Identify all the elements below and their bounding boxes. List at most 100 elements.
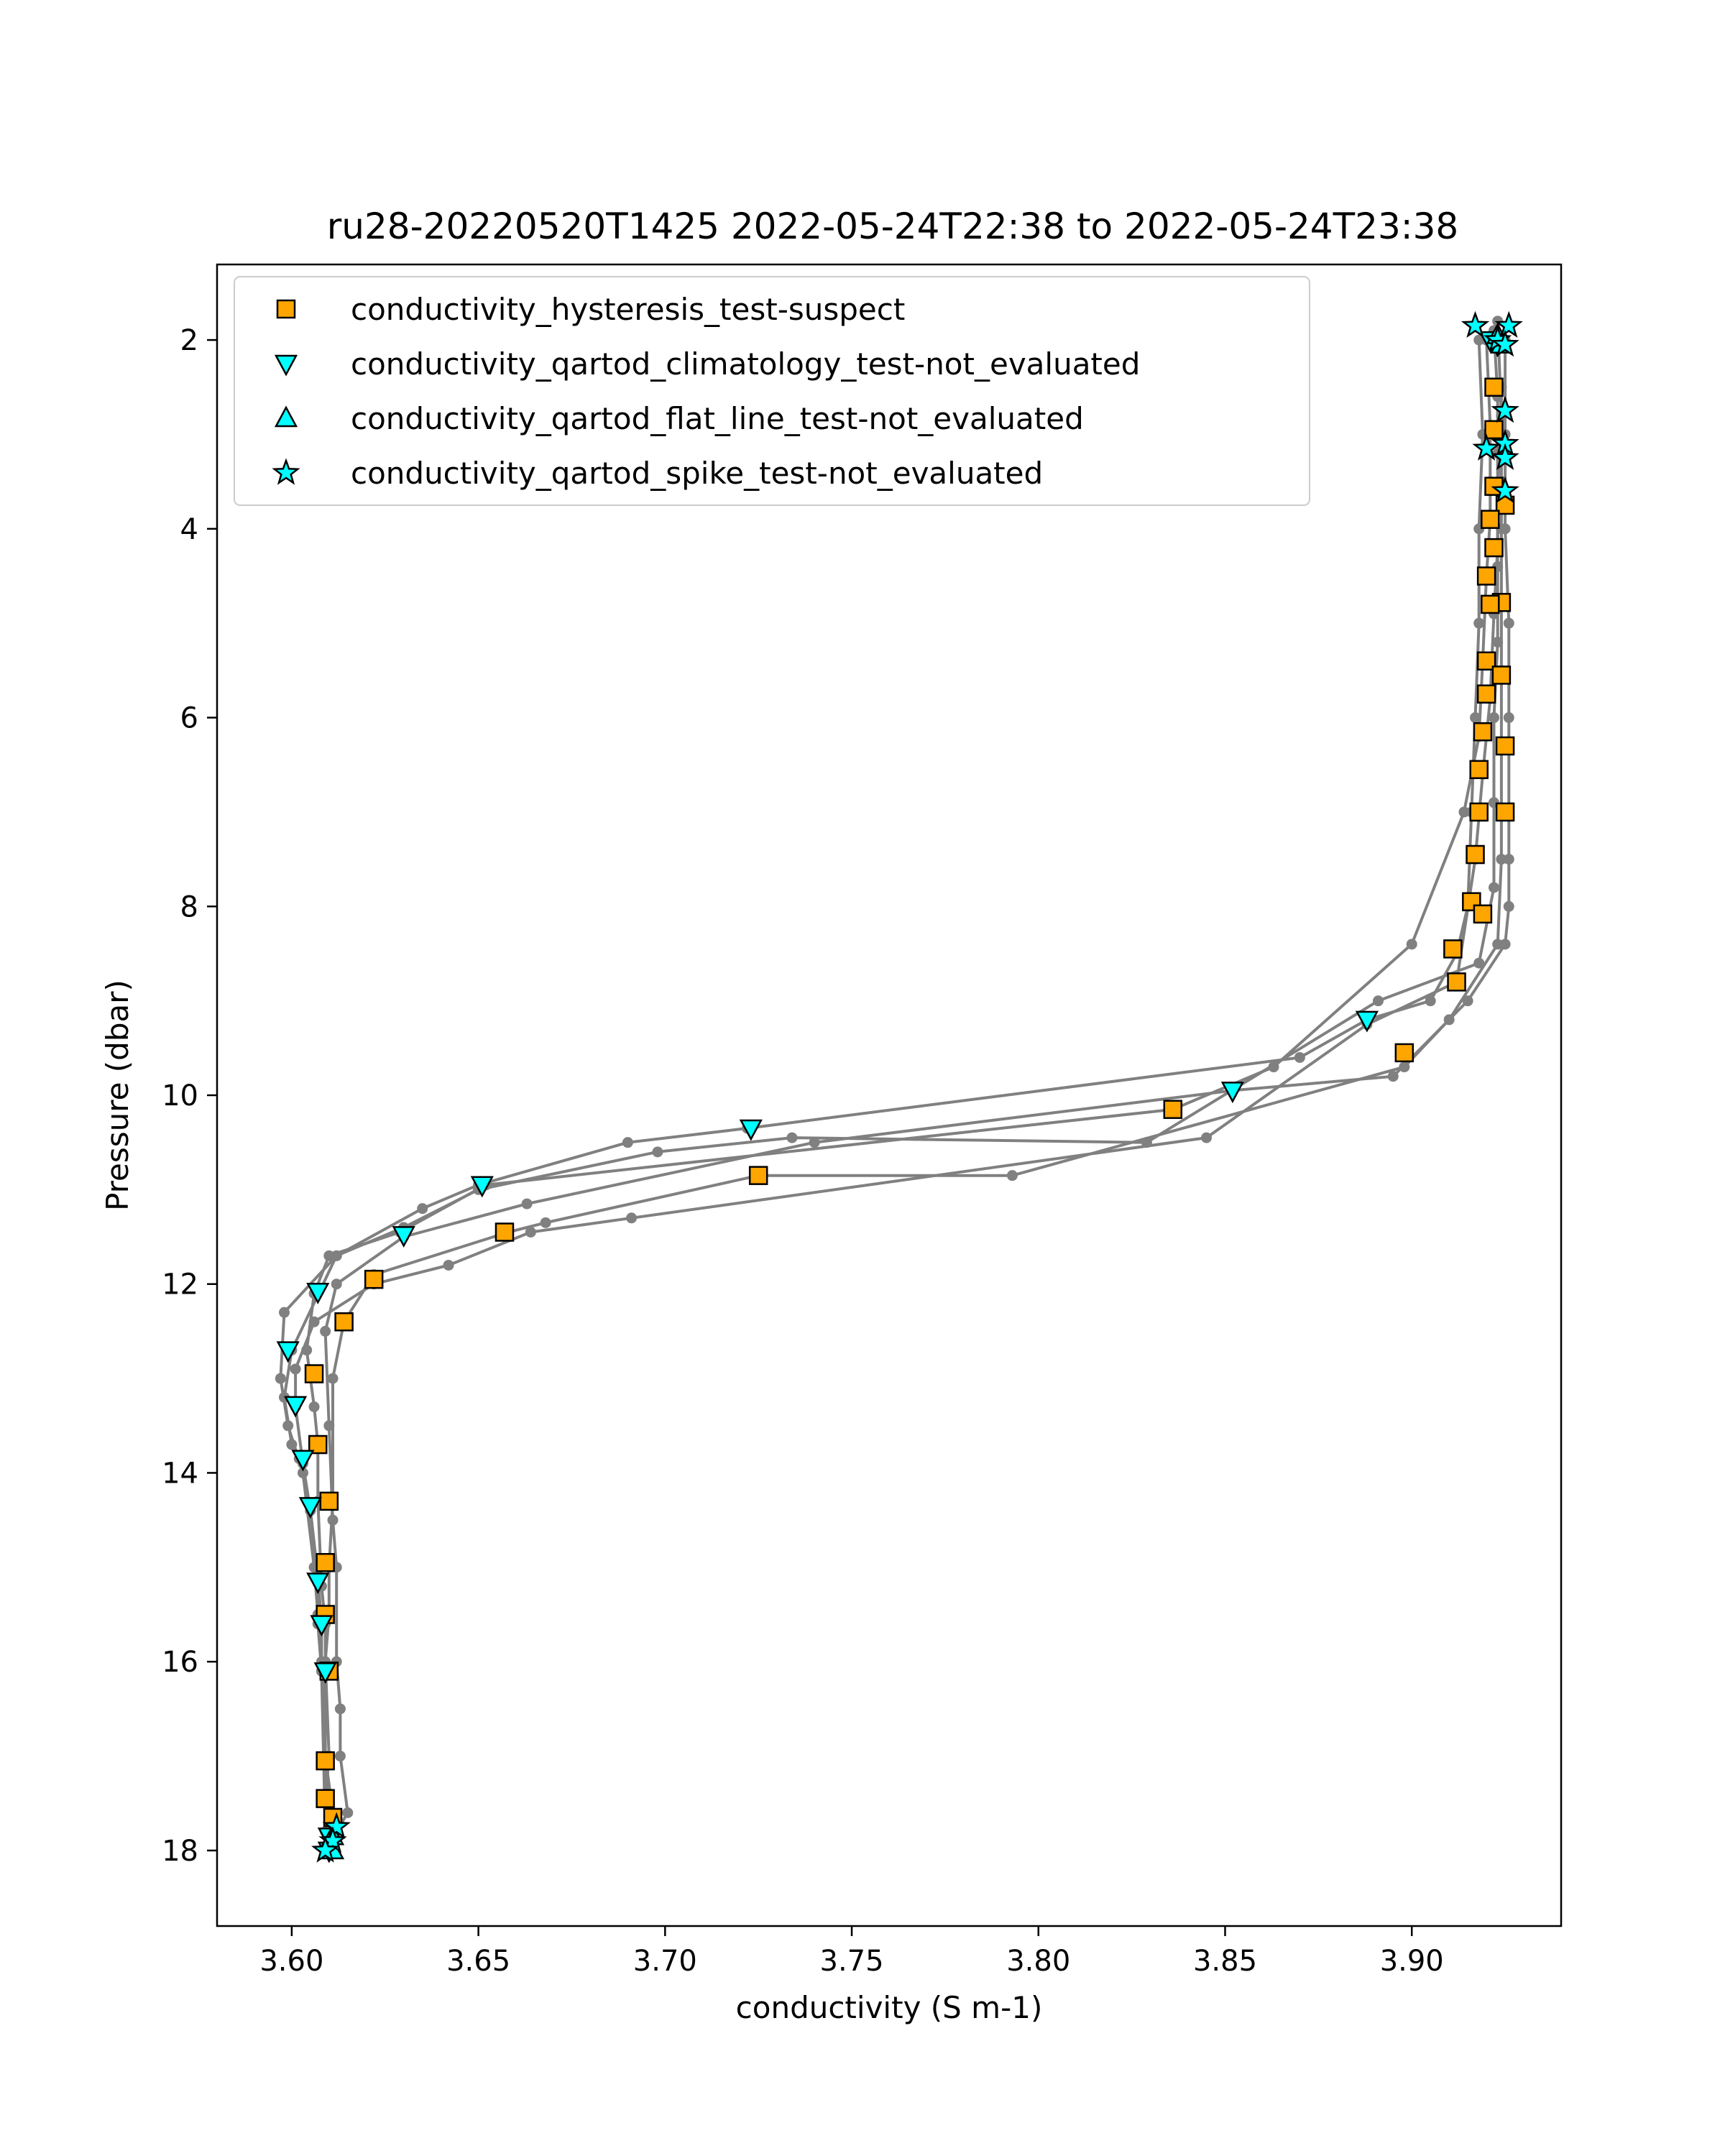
legend-marker-2 xyxy=(274,354,298,377)
series-1-marker xyxy=(1469,802,1489,822)
legend-frame xyxy=(234,276,1310,506)
series-1-marker xyxy=(1495,802,1515,822)
x-axis: 3.60 3.65 3.70 3.75 3.80 3.85 3.90 xyxy=(259,1926,1444,1978)
series-2-marker xyxy=(306,1572,330,1595)
profile-point xyxy=(1201,1132,1213,1143)
series-1-marker xyxy=(748,1166,768,1185)
profile-point xyxy=(308,1401,320,1412)
series-2-marker xyxy=(313,1662,337,1684)
profile-point xyxy=(1503,712,1514,724)
profile-point xyxy=(342,1807,354,1818)
series-4-marker xyxy=(311,1835,340,1863)
y-tick-label: 16 xyxy=(162,1646,198,1679)
series-1-marker xyxy=(316,1751,335,1771)
series-4-marker xyxy=(322,1812,351,1839)
y-axis-label: Pressure (dbar) xyxy=(100,980,135,1211)
series-2-marker xyxy=(310,1615,334,1637)
series-1-marker xyxy=(1481,594,1500,614)
series-1-marker xyxy=(316,1553,335,1572)
series-4-marker xyxy=(1491,476,1519,503)
series-2-marker xyxy=(470,1176,494,1198)
series-2-marker xyxy=(392,1226,415,1248)
profile-point xyxy=(323,1250,335,1261)
series-2-marker xyxy=(283,1396,308,1418)
series-1-marker xyxy=(364,1269,384,1289)
legend-marker-1 xyxy=(276,299,296,319)
series-1-marker xyxy=(1394,1043,1414,1063)
profile-point xyxy=(1470,712,1481,724)
y-tick-label: 6 xyxy=(180,702,198,735)
series-4-marker xyxy=(1491,443,1519,470)
profile-point xyxy=(1425,995,1436,1007)
profile-point xyxy=(1399,1061,1410,1073)
legend: conductivity_hysteresis_test-suspectcond… xyxy=(234,276,1310,506)
series-1-marker xyxy=(319,1491,339,1511)
series-1-marker xyxy=(1484,377,1504,397)
series-4-marker xyxy=(1460,310,1490,338)
profile-point xyxy=(1489,882,1499,893)
series-1-marker xyxy=(1491,665,1512,685)
legend-marker-3 xyxy=(274,405,298,428)
series-4-marker xyxy=(1472,433,1501,461)
markers-layer xyxy=(276,310,1523,1864)
profile-point xyxy=(1473,617,1485,629)
legend-items: conductivity_hysteresis_test-suspectcond… xyxy=(272,292,1140,491)
series-2-marker xyxy=(1220,1082,1244,1104)
profile-point xyxy=(327,1373,339,1384)
profile-point xyxy=(1503,854,1514,865)
series-4-marker xyxy=(1491,330,1519,357)
series-2-marker xyxy=(298,1497,322,1519)
profile-point xyxy=(1387,1071,1399,1082)
series-2-marker xyxy=(739,1119,763,1141)
series-1-marker xyxy=(1484,420,1504,440)
profile-point xyxy=(331,1279,342,1290)
series-1-marker xyxy=(1476,684,1496,704)
profile-point xyxy=(320,1325,331,1337)
x-tick-label: 3.65 xyxy=(446,1945,510,1978)
profile-point xyxy=(334,1751,346,1762)
series-1-marker xyxy=(1163,1100,1183,1119)
profile-point xyxy=(540,1217,551,1228)
chart-title: ru28-20220520T1425 2022-05-24T22:38 to 2… xyxy=(327,206,1459,247)
profile-point xyxy=(1473,334,1485,346)
profile-point xyxy=(1489,712,1499,724)
profile-point xyxy=(1503,900,1514,912)
profile-point xyxy=(290,1363,301,1375)
series-1-marker xyxy=(316,1789,335,1808)
legend-label-1: conductivity_hysteresis_test-suspect xyxy=(351,292,905,327)
series-1-marker xyxy=(1447,972,1466,992)
profile-point xyxy=(308,1316,320,1327)
profile-point xyxy=(1006,1170,1018,1181)
legend-marker-4 xyxy=(272,458,300,485)
legend-label-2: conductivity_qartod_climatology_test-not… xyxy=(351,346,1140,382)
x-tick-label: 3.75 xyxy=(820,1945,884,1978)
series-2-marker xyxy=(291,1450,315,1472)
series-1-marker xyxy=(1469,760,1489,780)
series-1-marker xyxy=(1481,510,1500,529)
profile-point xyxy=(626,1212,638,1224)
profile-point xyxy=(275,1373,286,1384)
x-tick-label: 3.70 xyxy=(633,1945,697,1978)
y-tick-label: 4 xyxy=(180,513,198,546)
profile-point xyxy=(1492,636,1504,648)
profile-point xyxy=(525,1226,536,1238)
profile-point xyxy=(1406,939,1417,950)
series-2-marker xyxy=(1355,1010,1379,1033)
profile-point xyxy=(809,1137,820,1148)
profile-point xyxy=(1462,995,1473,1007)
y-axis: 2 4 6 8 10 12 14 16 18 xyxy=(162,324,217,1868)
profile-point xyxy=(334,1703,346,1715)
series-4-marker xyxy=(1494,310,1523,338)
series-2-marker xyxy=(276,1341,300,1363)
profile-point xyxy=(521,1198,533,1210)
profile-point xyxy=(1492,939,1504,950)
x-tick-label: 3.85 xyxy=(1193,1945,1257,1978)
profile-point xyxy=(443,1259,454,1271)
y-tick-label: 14 xyxy=(162,1457,198,1490)
legend-label-4: conductivity_qartod_spike_test-not_evalu… xyxy=(351,456,1043,491)
series-4-marker xyxy=(1491,395,1519,423)
profile-point xyxy=(1496,854,1507,865)
series-1-marker xyxy=(1484,538,1504,558)
y-tick-label: 2 xyxy=(180,324,198,357)
